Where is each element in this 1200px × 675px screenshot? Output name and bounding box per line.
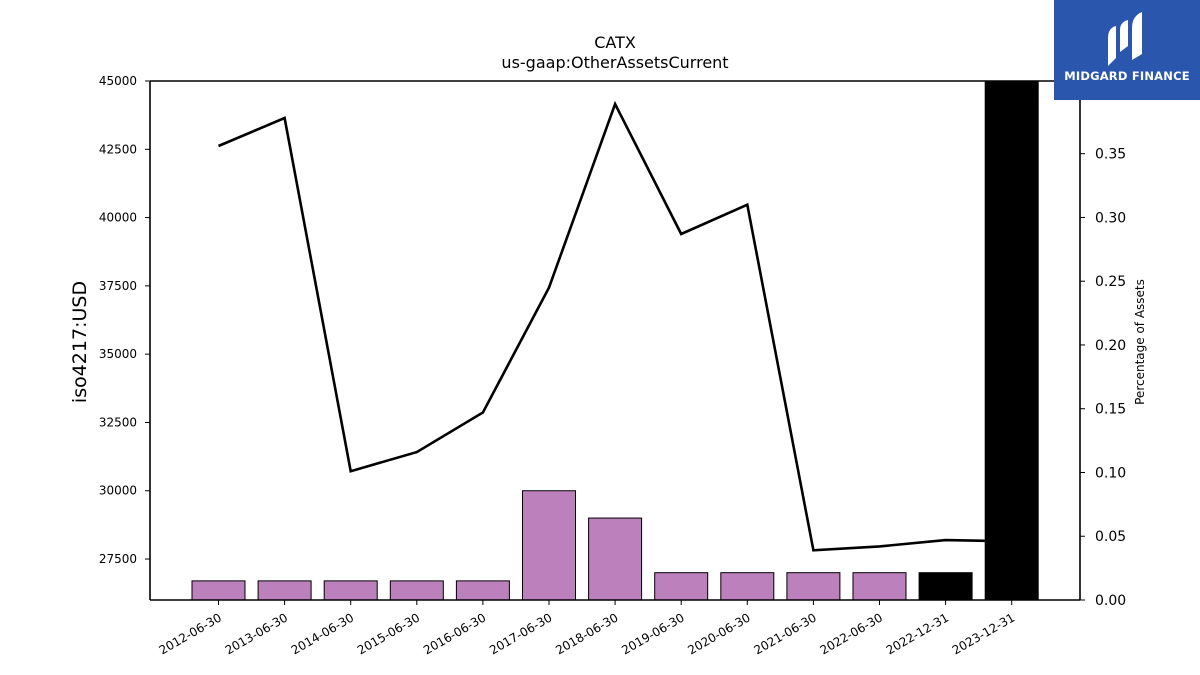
chart-subtitle: us-gaap:OtherAssetsCurrent	[501, 53, 728, 72]
x-tick-label: 2020-06-30	[685, 610, 752, 657]
y2-tick-label: 0.15	[1095, 402, 1126, 418]
x-tick-label: 2012-06-30	[157, 610, 224, 657]
y-tick-label: 37500	[99, 279, 137, 293]
x-tick-label: 2017-06-30	[487, 610, 554, 657]
y2-tick-label: 0.00	[1095, 593, 1126, 609]
y-tick-label: 42500	[99, 142, 137, 156]
x-tick-label: 2013-06-30	[223, 610, 290, 657]
bar	[918, 572, 973, 601]
bar	[720, 572, 775, 601]
y2-tick-label: 0.20	[1095, 338, 1126, 354]
series-line	[217, 100, 1012, 552]
bar	[389, 580, 444, 601]
y-tick-label: 30000	[99, 484, 137, 498]
midgard-finance-logo: MIDGARD FINANCE	[1054, 0, 1200, 100]
bar	[323, 580, 378, 601]
y-tick-label: 32500	[99, 415, 137, 429]
x-tick-label: 2014-06-30	[289, 610, 356, 657]
logo-mark-icon	[1108, 12, 1142, 66]
bar	[852, 572, 907, 601]
x-tick-label: 2023-12-31	[950, 610, 1017, 657]
y2-tick-label: 0.05	[1095, 529, 1126, 545]
x-tick-label: 2018-06-30	[553, 610, 620, 657]
logo-text: MIDGARD FINANCE	[1064, 69, 1190, 83]
x-tick-label: 2015-06-30	[355, 610, 422, 657]
y-axis-label: iso4217:USD	[69, 281, 91, 403]
bar	[191, 580, 246, 601]
x-tick-label: 2022-06-30	[818, 610, 885, 657]
x-tick-label: 2022-12-31	[884, 610, 951, 657]
chart-title: CATX	[594, 33, 636, 52]
x-tick-label: 2016-06-30	[421, 610, 488, 657]
y2-tick-label: 0.10	[1095, 465, 1126, 481]
x-tick-label: 2021-06-30	[751, 610, 818, 657]
bar	[588, 517, 643, 601]
y2-tick-label: 0.30	[1095, 210, 1126, 226]
y-tick-label: 27500	[99, 552, 137, 566]
y2-axis-label: Percentage of Assets	[1133, 279, 1147, 405]
y-tick-label: 40000	[99, 211, 137, 225]
y-tick-label: 35000	[99, 347, 137, 361]
y-tick-label: 45000	[99, 74, 137, 88]
y2-tick-label: 0.25	[1095, 274, 1126, 290]
x-tick-label: 2019-06-30	[619, 610, 686, 657]
bar	[522, 490, 576, 601]
bar	[654, 572, 709, 601]
bar	[455, 580, 510, 601]
bar	[984, 80, 1039, 601]
y2-tick-label: 0.35	[1095, 147, 1126, 163]
bar	[786, 572, 841, 601]
bar	[257, 580, 312, 601]
